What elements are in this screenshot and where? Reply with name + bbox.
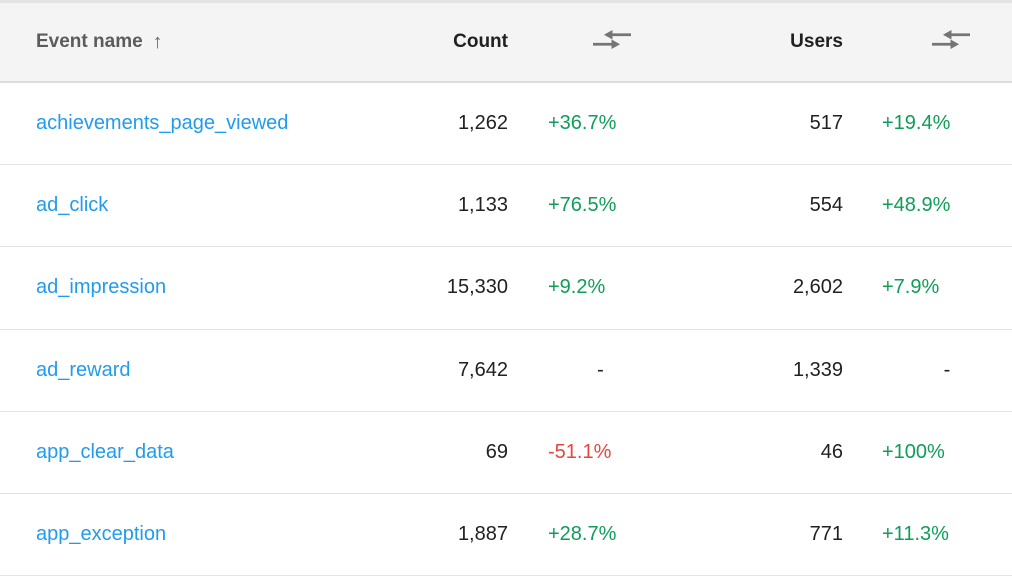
- users-value: 1,339: [792, 358, 843, 381]
- users-value: 46: [820, 440, 843, 463]
- compare-arrows-icon[interactable]: [932, 29, 970, 49]
- event-name-link[interactable]: ad_impression: [36, 276, 167, 299]
- event-name-link[interactable]: ad_click: [36, 194, 109, 217]
- users-change-value: +48.9%: [882, 194, 951, 217]
- count-value: 7,642: [457, 358, 508, 381]
- table-row: ad_reward 7,642 - 1,339 -: [0, 329, 1012, 412]
- users-value: 771: [809, 522, 843, 545]
- compare-arrows-icon[interactable]: [593, 29, 631, 49]
- count-change-value: -: [597, 358, 604, 381]
- count-value: 1,133: [457, 194, 508, 217]
- table-header-row: Event name ↑ Count Users: [0, 3, 1012, 83]
- event-name-link[interactable]: ad_reward: [36, 358, 131, 381]
- users-change-value: +100%: [882, 440, 945, 463]
- count-value: 1,262: [457, 112, 508, 135]
- count-change-value: +76.5%: [548, 194, 617, 217]
- count-value: 15,330: [446, 276, 508, 299]
- users-value: 517: [809, 112, 843, 135]
- users-change-value: -: [943, 358, 951, 381]
- users-change-value: +7.9%: [882, 276, 940, 299]
- event-name-link[interactable]: app_clear_data: [36, 440, 174, 463]
- column-header-count[interactable]: Count: [453, 31, 508, 52]
- users-value: 554: [809, 194, 843, 217]
- table-row: ad_impression 15,330 +9.2% 2,602 +7.9%: [0, 247, 1012, 330]
- table-row: ad_click 1,133 +76.5% 554 +48.9%: [0, 165, 1012, 248]
- users-change-value: +19.4%: [882, 112, 951, 135]
- table-row: achievements_page_viewed 1,262 +36.7% 51…: [0, 83, 1012, 166]
- table-row: app_clear_data 69 -51.1% 46 +100%: [0, 411, 1012, 494]
- table-row: app_exception 1,887 +28.7% 771 +11.3%: [0, 493, 1012, 576]
- count-value: 69: [485, 440, 508, 463]
- event-name-link[interactable]: app_exception: [36, 522, 167, 545]
- count-change-value: +36.7%: [548, 112, 617, 135]
- count-change-value: -51.1%: [548, 440, 612, 463]
- users-change-value: +11.3%: [882, 522, 949, 545]
- event-name-link[interactable]: achievements_page_viewed: [36, 112, 289, 135]
- column-header-users[interactable]: Users: [790, 31, 843, 52]
- users-value: 2,602: [792, 276, 843, 299]
- sort-ascending-icon: ↑: [152, 31, 163, 53]
- count-value: 1,887: [457, 522, 508, 545]
- count-change-value: +9.2%: [548, 276, 606, 299]
- column-header-event-name[interactable]: Event name: [36, 31, 143, 52]
- count-change-value: +28.7%: [548, 522, 617, 545]
